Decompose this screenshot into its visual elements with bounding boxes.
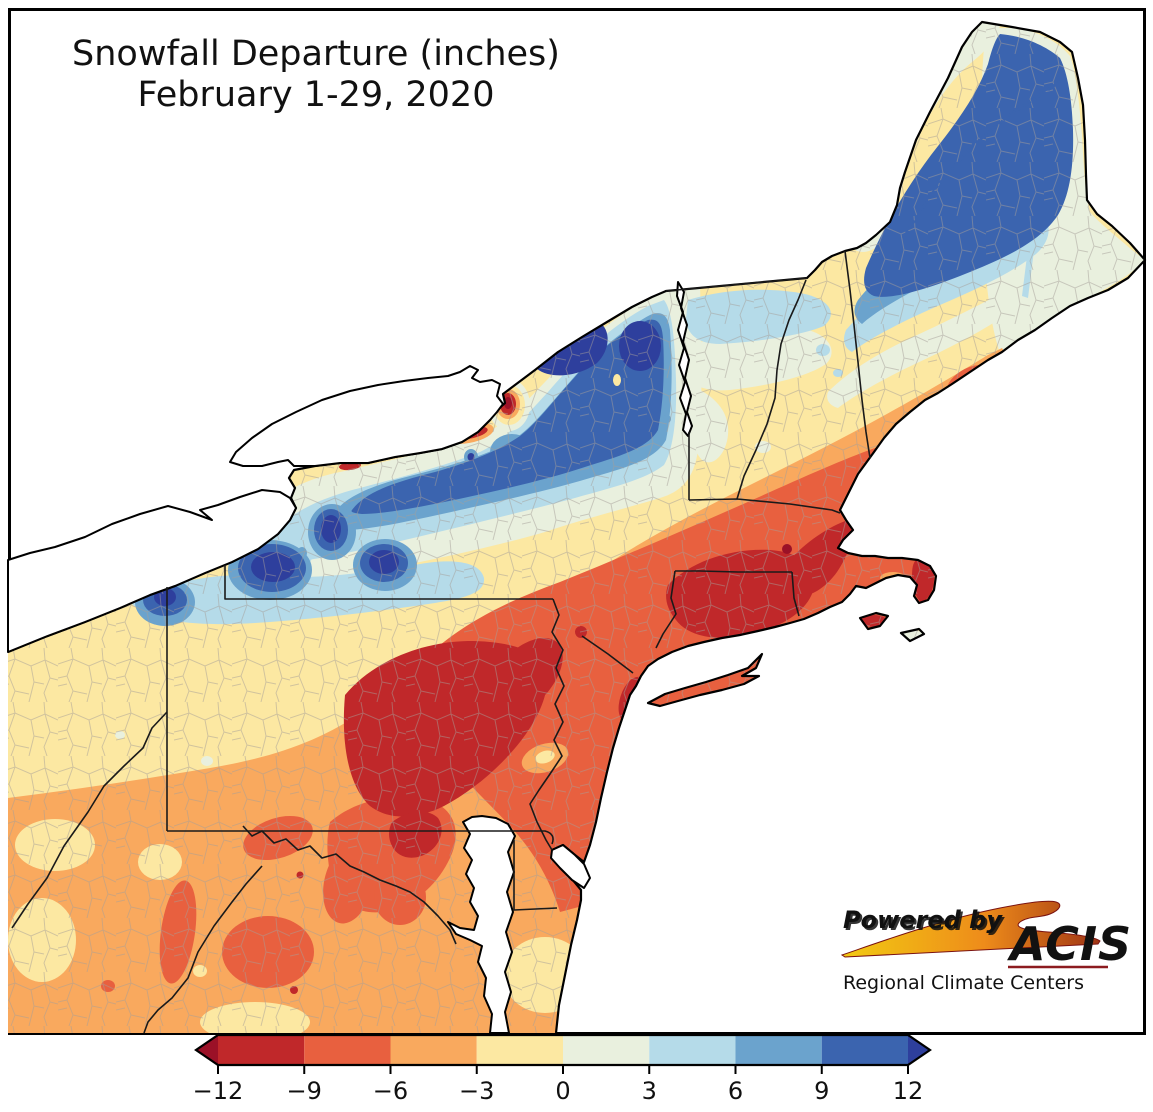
colorbar-seg-6-9: [735, 1035, 822, 1065]
border-mason-dixon: [167, 830, 554, 845]
logo-acis-wordmark: ACIS: [1007, 917, 1132, 971]
map-title-line1: Snowfall Departure (inches): [72, 34, 560, 74]
acis-logo: Powered by Powered by ACIS Regional Clim…: [840, 900, 1132, 994]
border-wv-va: [143, 865, 263, 1034]
border-delaware-river: [529, 598, 565, 851]
colorbar-seg-minus3-0: [476, 1035, 563, 1065]
border-ma-south: [675, 570, 792, 573]
colorbar-arrow-left: [196, 1035, 218, 1065]
logo-subtitle: Regional Climate Centers: [843, 972, 1084, 994]
border-potomac: [242, 825, 457, 945]
colorbar-seg-minus12-minus9: [218, 1035, 305, 1065]
tick-label-minus3: −3: [459, 1077, 494, 1105]
delaware-bay: [550, 844, 591, 889]
colorbar: −12 −9 −6 −3 0 3 6 9 12: [193, 1033, 932, 1105]
colorbar-seg-minus6-minus3: [390, 1035, 477, 1065]
colorbar-seg-9-12: [821, 1035, 908, 1065]
lake-ontario: [229, 365, 504, 467]
border-ny-nj: [581, 635, 634, 674]
acis-swoosh-icon: [840, 900, 1101, 958]
colorbar-tick-labels: −12 −9 −6 −3 0 3 6 9 12: [193, 1077, 924, 1105]
colorbar-arrow-right: [908, 1035, 930, 1065]
tick-label-6: 6: [728, 1077, 743, 1105]
border-vt-nh: [736, 279, 807, 500]
map-title-line2: February 1-29, 2020: [138, 75, 495, 115]
maine-dither-edge: [901, 78, 1063, 239]
border-us-canada: [665, 277, 808, 292]
border-ohio-river: [11, 711, 168, 929]
marthas-vineyard-island: [858, 611, 890, 631]
state-borders: [11, 250, 871, 1034]
border-ny-pa: [224, 565, 553, 600]
long-island: [646, 652, 764, 708]
tick-label-minus9: −9: [287, 1077, 322, 1105]
tick-label-0: 0: [555, 1077, 570, 1105]
nantucket-island: [899, 627, 926, 643]
lake-erie: [7, 489, 297, 653]
border-md-de: [513, 840, 558, 911]
border-ma-north: [688, 498, 841, 514]
colorbar-seg-0-3: [563, 1035, 650, 1065]
colorbar-seg-minus9-minus6: [304, 1035, 391, 1065]
border-nh-me: [844, 250, 871, 459]
tick-label-12: 12: [893, 1077, 924, 1105]
chesapeake-bay: [447, 815, 516, 1034]
border-ct-ri: [791, 571, 800, 617]
lake-champlain: [676, 281, 693, 437]
tick-label-9: 9: [814, 1077, 829, 1105]
border-ct-ny: [655, 570, 677, 649]
tick-label-minus12: −12: [193, 1077, 244, 1105]
logo-powered-by: Powered by: [843, 906, 1003, 934]
colorbar-ticks: [217, 1065, 909, 1074]
tick-label-3: 3: [642, 1077, 657, 1105]
tick-label-minus6: −6: [373, 1077, 408, 1105]
colorbar-seg-3-6: [649, 1035, 736, 1065]
logo-powered-by-shadow: Powered by: [845, 908, 1005, 936]
